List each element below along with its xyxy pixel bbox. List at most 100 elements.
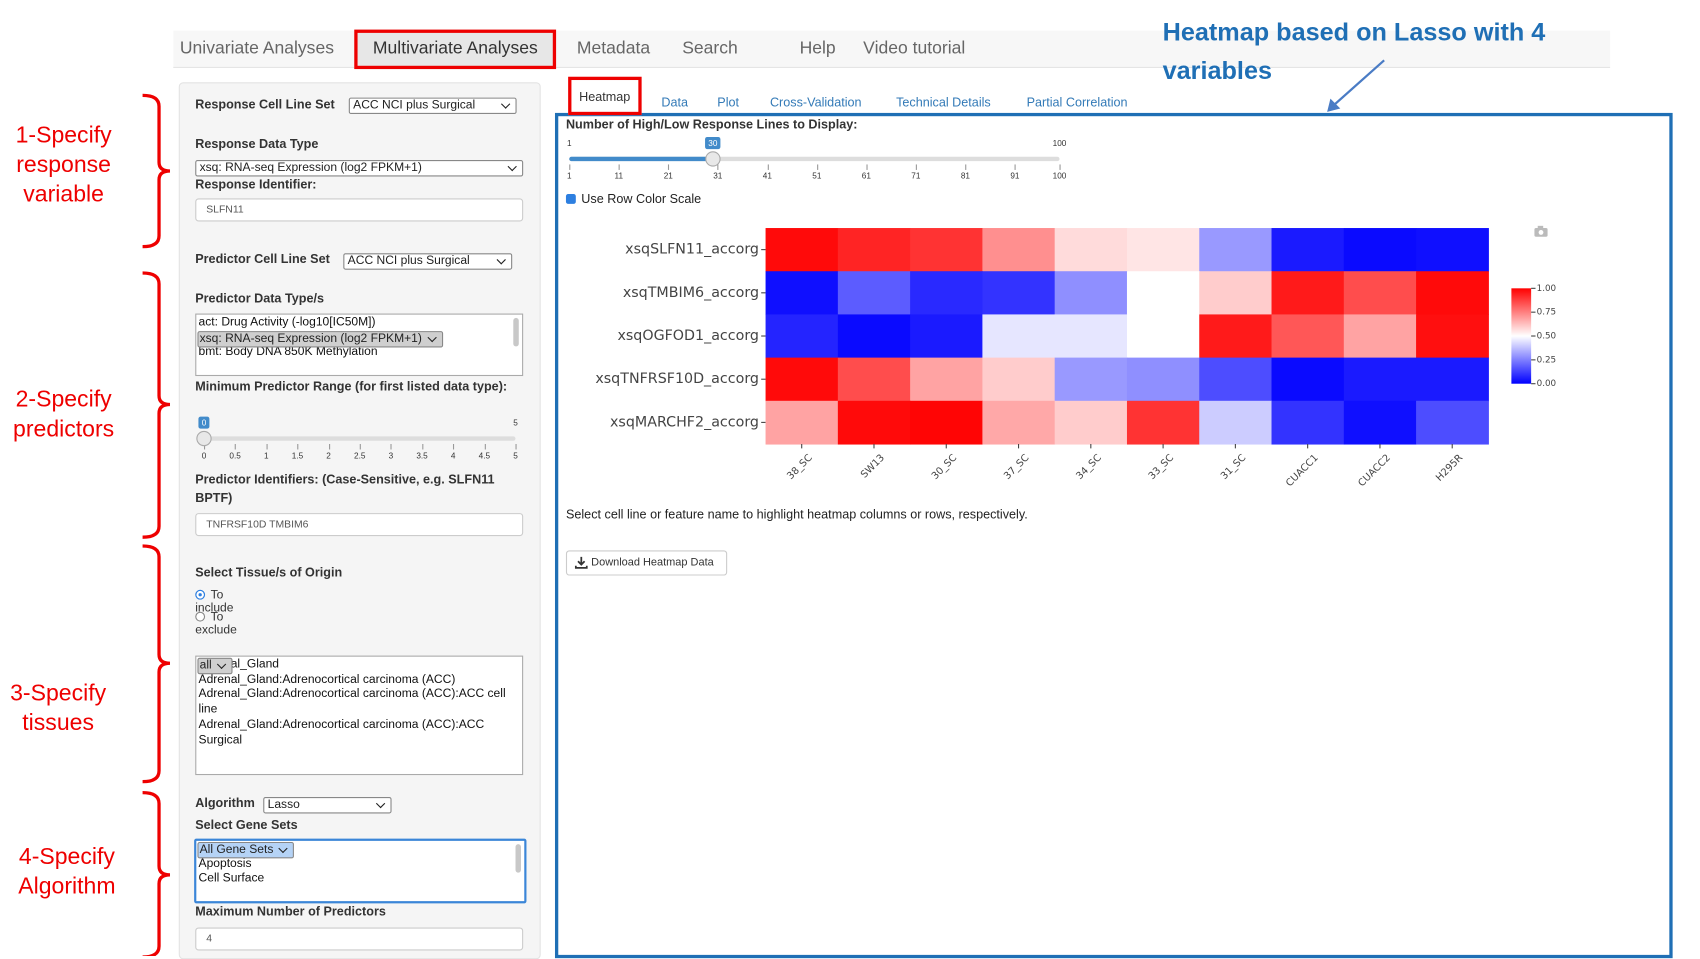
camera-icon[interactable]	[1534, 225, 1548, 237]
colorbar	[1511, 288, 1532, 384]
slider-tick-label: 51	[812, 171, 822, 181]
text-input[interactable]: 4	[195, 927, 524, 951]
result-tab[interactable]: Partial Correlation	[1026, 96, 1128, 110]
bracket	[142, 790, 171, 956]
result-tab[interactable]: Plot	[717, 96, 740, 110]
column-label[interactable]: CUACC1	[1284, 453, 1321, 490]
slider-tick	[816, 164, 818, 170]
checkbox[interactable]	[565, 194, 576, 204]
row-label[interactable]: xsqTNFRSF10D_accorg	[595, 371, 759, 387]
row-label[interactable]: xsqMARCHF2_accorg	[610, 414, 759, 430]
list-option[interactable]: Adrenal_Gland:Adrenocortical carcinoma (…	[198, 717, 485, 747]
heatmap-cell	[1271, 271, 1345, 315]
list-option[interactable]: bmt: Body DNA 850K Methylation	[198, 345, 378, 359]
nav-tab[interactable]: Search	[682, 39, 738, 59]
column-label[interactable]: 37_SC	[1002, 452, 1032, 482]
colorbar-tick-label: 0.75	[1537, 308, 1557, 318]
heatmap-cell	[1343, 357, 1417, 402]
text-input[interactable]: SLFN11	[195, 198, 524, 222]
select[interactable]: ACC NCI plus Surgical	[343, 253, 513, 270]
heatmap-cell	[982, 228, 1056, 272]
slider-handle[interactable]	[196, 430, 212, 447]
list-option[interactable]: Adrenal_Gland:Adrenocortical carcinoma (…	[198, 687, 506, 717]
slider-tick-label: 11	[614, 171, 624, 181]
heatmap-cell	[1343, 314, 1417, 359]
heatmap-cell	[982, 357, 1056, 402]
caption: Select cell line or feature name to high…	[565, 508, 1028, 522]
column-label[interactable]: H295R	[1434, 452, 1465, 483]
listbox[interactable]: all Adrenal_Gland Adrenal_Gland:Adrenocort…	[195, 655, 524, 776]
slider-value: 0	[198, 416, 210, 429]
text-input[interactable]: TNFRSF10D TMBIM6	[195, 513, 524, 537]
heatmap-cell	[1343, 400, 1417, 445]
field-label: Response Data Type	[195, 138, 319, 152]
column-label[interactable]: 34_SC	[1074, 452, 1104, 482]
column-label[interactable]: 38_SC	[785, 452, 815, 482]
checkbox-label: Use Row Color Scale	[581, 192, 702, 207]
heatmap-cell	[1054, 271, 1128, 315]
arrow-head	[1327, 98, 1341, 112]
slider-fill	[569, 156, 713, 162]
row-label[interactable]: xsqTMBIM6_accorg	[623, 285, 759, 301]
list-option[interactable]: Apoptosis	[198, 856, 252, 871]
select[interactable]: xsq: RNA-seq Expression (log2 FPKM+1)	[195, 160, 524, 177]
radio-option[interactable]: To include	[195, 589, 233, 615]
slider-tick-label: 100	[1052, 171, 1067, 181]
column-label[interactable]: 33_SC	[1147, 452, 1177, 482]
column-label[interactable]: CUACC2	[1356, 453, 1393, 490]
result-tab[interactable]: Cross-Validation	[769, 96, 862, 110]
heatmap-cell	[1416, 228, 1489, 272]
slider-tick-label: 61	[861, 171, 871, 181]
download-button[interactable]: Download Heatmap Data	[565, 550, 728, 576]
slider-tick	[266, 444, 268, 450]
field-label: Algorithm	[195, 797, 255, 811]
nav-tab[interactable]: Help	[799, 39, 836, 59]
heatmap-cell	[1416, 400, 1489, 445]
slider-tick	[618, 164, 620, 170]
nav-tab[interactable]: Video tutorial	[863, 39, 966, 59]
field-label: Response Identifier:	[195, 178, 317, 192]
list-option[interactable]: act: Drug Activity (-log10[IC50M])	[198, 315, 376, 329]
row-label[interactable]: xsqOGFOD1_accorg	[617, 328, 759, 344]
column-label[interactable]: SW13	[859, 453, 887, 481]
slider-tick-label: 0.5	[229, 450, 241, 461]
result-tab[interactable]: Data	[661, 96, 689, 110]
list-option[interactable]: all	[197, 657, 233, 675]
column-label[interactable]: 31_SC	[1219, 452, 1249, 482]
slider-tick-label: 81	[960, 171, 970, 181]
slider-tick-label: 1	[264, 450, 269, 461]
radio-option[interactable]: To exclude	[195, 611, 237, 637]
result-tab[interactable]: Technical Details	[896, 96, 991, 110]
list-option[interactable]: xsq: RNA-seq Expression (log2 FPKM+1)	[197, 330, 443, 348]
listbox[interactable]: act: Drug Activity (-log10[IC50M]) xsq: R…	[195, 313, 524, 377]
heatmap-cell	[910, 271, 983, 315]
select[interactable]: ACC NCI plus Surgical	[348, 97, 517, 115]
nav-tab[interactable]: Metadata	[576, 39, 651, 59]
slider-handle[interactable]	[705, 151, 721, 167]
slider-tick-label: 71	[911, 171, 921, 181]
slider-tick-label: 1	[566, 171, 572, 181]
list-option[interactable]: Cell Surface	[198, 872, 265, 886]
row-label[interactable]: xsqSLFN11_accorg	[625, 242, 759, 258]
select[interactable]: Lasso	[263, 797, 392, 814]
slider-tick-label: 3	[388, 450, 394, 461]
heatmap-cell	[910, 314, 983, 359]
slider-value: 30	[704, 137, 721, 150]
heatmap-cell	[837, 357, 911, 402]
list-option[interactable]: All Gene Sets	[197, 841, 295, 859]
column-label[interactable]: 30_SC	[930, 452, 960, 482]
listbox[interactable]: All Gene SetsABC transportersApoptosisCe…	[194, 838, 527, 904]
field-label: Maximum Number of Predictors	[195, 905, 386, 919]
step-annotation: 4-Specify Algorithm	[18, 844, 116, 899]
slider-tick	[668, 164, 670, 170]
slider-tick	[453, 444, 455, 450]
nav-tab[interactable]: Multivariate Analyses	[354, 29, 557, 70]
list-option[interactable]: Adrenal_Gland:Adrenocortical carcinoma (…	[198, 672, 456, 686]
result-tab[interactable]: Heatmap	[568, 76, 642, 116]
slider-track	[204, 436, 516, 441]
heatmap-cell	[1271, 314, 1345, 359]
nav-tab[interactable]: Univariate Analyses	[179, 39, 334, 59]
slider-max: 100	[1052, 138, 1067, 149]
slider-tick	[1059, 164, 1061, 170]
